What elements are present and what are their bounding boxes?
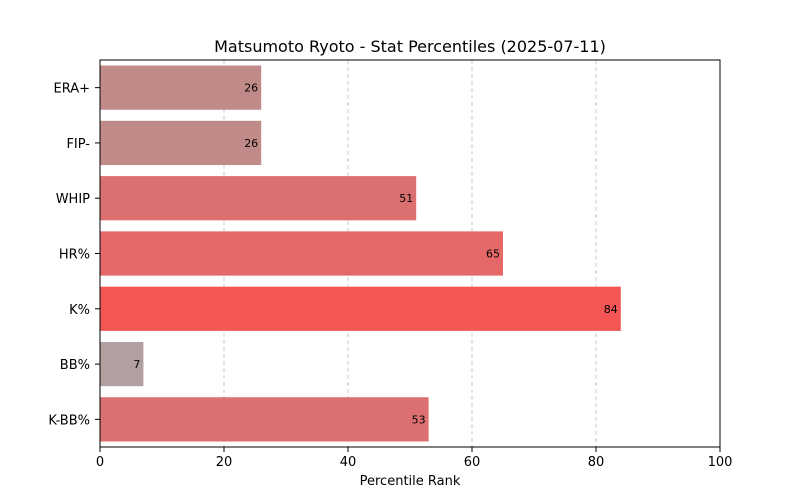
chart-title: Matsumoto Ryoto - Stat Percentiles (2025…	[214, 37, 606, 56]
x-tick-label: 20	[216, 455, 233, 470]
x-tick-label: 100	[708, 455, 733, 470]
y-tick-label: HR%	[59, 248, 90, 263]
y-axis-ticks: ERA+ FIP- WHIP HR% K% BB% K-BB%	[48, 82, 100, 428]
bar-value-label: 7	[133, 358, 140, 371]
x-tick-label: 80	[588, 455, 605, 470]
bar-value-label: 26	[244, 137, 258, 150]
bar	[100, 65, 262, 110]
y-tick-label: BB%	[60, 358, 90, 373]
y-tick-label: K-BB%	[48, 413, 90, 428]
bar	[100, 341, 144, 387]
bar	[100, 231, 503, 276]
bar-value-label: 51	[399, 192, 413, 205]
x-tick-label: 40	[340, 455, 357, 470]
y-tick-label: K%	[69, 303, 90, 318]
y-tick-label: FIP-	[66, 137, 90, 152]
bar-value-label: 26	[244, 82, 258, 95]
bar	[100, 286, 621, 331]
y-tick-label: WHIP	[56, 192, 90, 207]
bars: 26 26 51 65 84 7 53	[100, 65, 621, 442]
bar-value-label: 53	[412, 413, 426, 426]
bar	[100, 120, 262, 166]
bar	[100, 176, 417, 221]
y-tick-label: ERA+	[53, 82, 90, 97]
plot-frame	[99, 59, 721, 448]
x-tick-label: 60	[464, 455, 481, 470]
x-axis-ticks: 0 20 40 60 80 100	[96, 447, 733, 470]
bar-value-label: 84	[604, 303, 618, 316]
bar-value-label: 65	[486, 248, 500, 261]
x-axis-label: Percentile Rank	[360, 474, 461, 489]
x-tick-label: 0	[96, 455, 104, 470]
bar	[100, 397, 429, 442]
